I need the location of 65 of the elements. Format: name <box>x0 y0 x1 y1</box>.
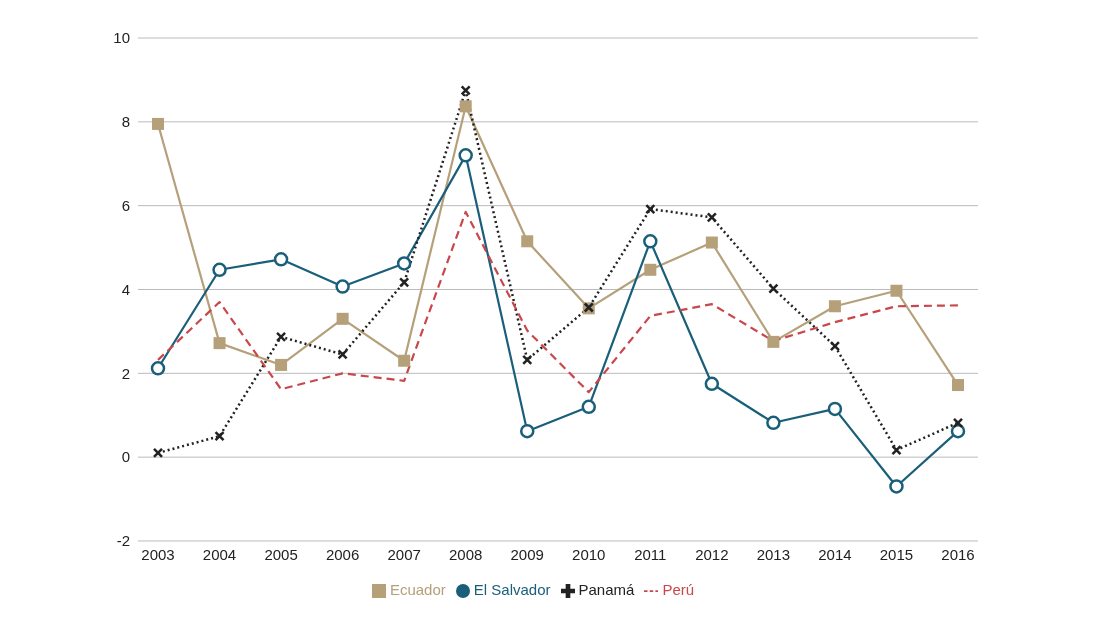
x-tick-label: 2016 <box>941 545 975 563</box>
point <box>459 100 472 113</box>
point <box>828 300 841 313</box>
point <box>952 379 964 392</box>
point <box>212 262 227 278</box>
point <box>213 337 226 350</box>
point <box>950 423 966 439</box>
point <box>829 340 841 352</box>
point <box>152 117 164 130</box>
y-tick-label: 0 <box>121 448 130 466</box>
point <box>645 203 656 215</box>
point <box>767 335 780 348</box>
y-tick-label: -2 <box>116 532 130 550</box>
y-tick-label: 4 <box>121 280 130 298</box>
point <box>152 447 164 459</box>
point <box>581 399 597 415</box>
point <box>519 423 535 439</box>
x-tick-label: 2005 <box>264 545 298 563</box>
y-tick-label: 8 <box>121 113 130 131</box>
y-tick-label: 6 <box>121 196 130 214</box>
point <box>827 401 843 417</box>
legend-label: Ecuador <box>389 580 446 598</box>
point <box>337 349 348 360</box>
x-tick-label: 2007 <box>387 545 421 563</box>
point <box>460 85 471 96</box>
x-tick-label: 2010 <box>572 545 606 563</box>
point <box>336 312 349 325</box>
point <box>768 283 779 294</box>
point <box>644 263 657 276</box>
point <box>890 284 903 297</box>
legend-label: Perú <box>662 580 695 598</box>
point <box>643 234 658 249</box>
point <box>705 236 718 249</box>
x-tick-label: 2009 <box>510 545 544 563</box>
point <box>273 252 289 267</box>
point <box>275 358 288 371</box>
y-tick-label: 10 <box>113 29 130 47</box>
legend-label: Panamá <box>578 580 635 598</box>
x-tick-label: 2013 <box>756 545 791 563</box>
point <box>706 212 718 223</box>
x-tick-label: 2008 <box>449 545 483 563</box>
point <box>335 279 350 294</box>
x-tick-label: 2003 <box>141 545 175 563</box>
point <box>891 444 902 456</box>
point <box>396 256 412 271</box>
point <box>766 415 781 431</box>
point <box>214 430 225 442</box>
point <box>150 361 166 376</box>
x-tick-label: 2012 <box>695 545 729 563</box>
x-tick-label: 2014 <box>818 545 852 563</box>
legend-label: El Salvador <box>473 580 551 598</box>
point <box>889 479 904 494</box>
point <box>521 235 534 248</box>
point <box>275 331 287 343</box>
x-tick-label: 2006 <box>325 545 360 563</box>
point <box>458 148 473 163</box>
x-tick-label: 2004 <box>202 545 237 563</box>
y-tick-label: 2 <box>121 364 130 382</box>
point <box>952 417 964 429</box>
point <box>398 354 411 367</box>
point <box>398 277 410 288</box>
x-tick-label: 2015 <box>879 545 914 563</box>
point <box>521 354 533 366</box>
point <box>704 376 720 392</box>
x-tick-label: 2011 <box>634 545 667 563</box>
